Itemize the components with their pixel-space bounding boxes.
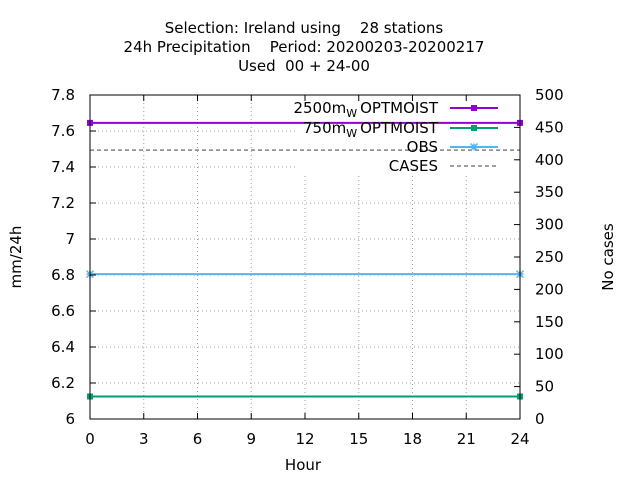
- legend-name: 2500m: [293, 99, 346, 117]
- y2-tick-label: 50: [535, 378, 554, 396]
- legend-name: CASES: [389, 157, 438, 175]
- y-tick-label: 6.2: [51, 374, 75, 392]
- legend-name-sub: W: [346, 107, 357, 120]
- title-line-1: Selection: Ireland using 28 stations: [165, 19, 444, 37]
- title-line-3: Used 00 + 24-00: [238, 57, 370, 75]
- ticks: 0 3 6 9 12 15 18 21 24 6 6.2 6.4 6.6 6.8 7 7.2 7.4 7.6 7.8…: [51, 86, 564, 448]
- y-tick-label: 6.4: [51, 338, 75, 356]
- y-tick-label: 7.6: [51, 122, 75, 140]
- x-tick-label: 3: [139, 430, 149, 448]
- title-line-2: 24h Precipitation Period: 20200203-20200…: [124, 38, 485, 56]
- legend-name: OBS: [407, 138, 438, 156]
- legend-label: CASES: [389, 157, 438, 175]
- x-tick-label: 24: [510, 430, 529, 448]
- y2-tick-label: 100: [535, 345, 564, 363]
- y2-tick-label: 350: [535, 183, 564, 201]
- grid: [90, 95, 520, 419]
- series-750m-1: [87, 393, 523, 400]
- y-tick-label: 6: [65, 410, 75, 428]
- y-axis-label: mm/24h: [7, 226, 25, 289]
- y2-tick-label: 0: [535, 410, 545, 428]
- x-tick-label: 15: [349, 430, 368, 448]
- series-layer: [85, 119, 525, 400]
- y2-tick-label: 450: [535, 118, 564, 136]
- y2-axis-label: No cases: [599, 223, 617, 291]
- y-tick-label: 6.6: [51, 302, 75, 320]
- legend-marker: [471, 125, 477, 131]
- x-axis-label: Hour: [285, 456, 322, 474]
- legend-name-sub: W: [346, 127, 357, 140]
- chart-title: Selection: Ireland using 28 stations 24h…: [124, 19, 485, 75]
- y2-tick-label: 250: [535, 248, 564, 266]
- y-tick-label: 7.8: [51, 86, 75, 104]
- y2-tick-label: 150: [535, 313, 564, 331]
- legend-marker: [471, 105, 477, 111]
- legend-label: OBS: [407, 138, 438, 156]
- y-tick-label: 6.8: [51, 266, 75, 284]
- x-tick-label: 12: [295, 430, 314, 448]
- x-tick-label: 9: [246, 430, 256, 448]
- y2-tick-label: 400: [535, 151, 564, 169]
- y-tick-label: 7.2: [51, 194, 75, 212]
- y2-tick-label: 300: [535, 216, 564, 234]
- y2-tick-label: 200: [535, 280, 564, 298]
- x-tick-label: 0: [85, 430, 95, 448]
- x-tick-label: 21: [457, 430, 476, 448]
- y-tick-label: 7: [65, 230, 75, 248]
- legend-label: 750mW OPTMOIST: [303, 119, 439, 140]
- legend-name-tail: OPTMOIST: [360, 99, 439, 117]
- x-tick-label: 18: [403, 430, 422, 448]
- legend-name: 750m: [303, 119, 346, 137]
- legend-marker: [469, 142, 479, 152]
- y2-tick-label: 500: [535, 86, 564, 104]
- y-tick-label: 7.4: [51, 158, 75, 176]
- legend-name-tail: OPTMOIST: [360, 119, 439, 137]
- x-tick-label: 6: [193, 430, 203, 448]
- legend-label: 2500mW OPTMOIST: [293, 99, 438, 120]
